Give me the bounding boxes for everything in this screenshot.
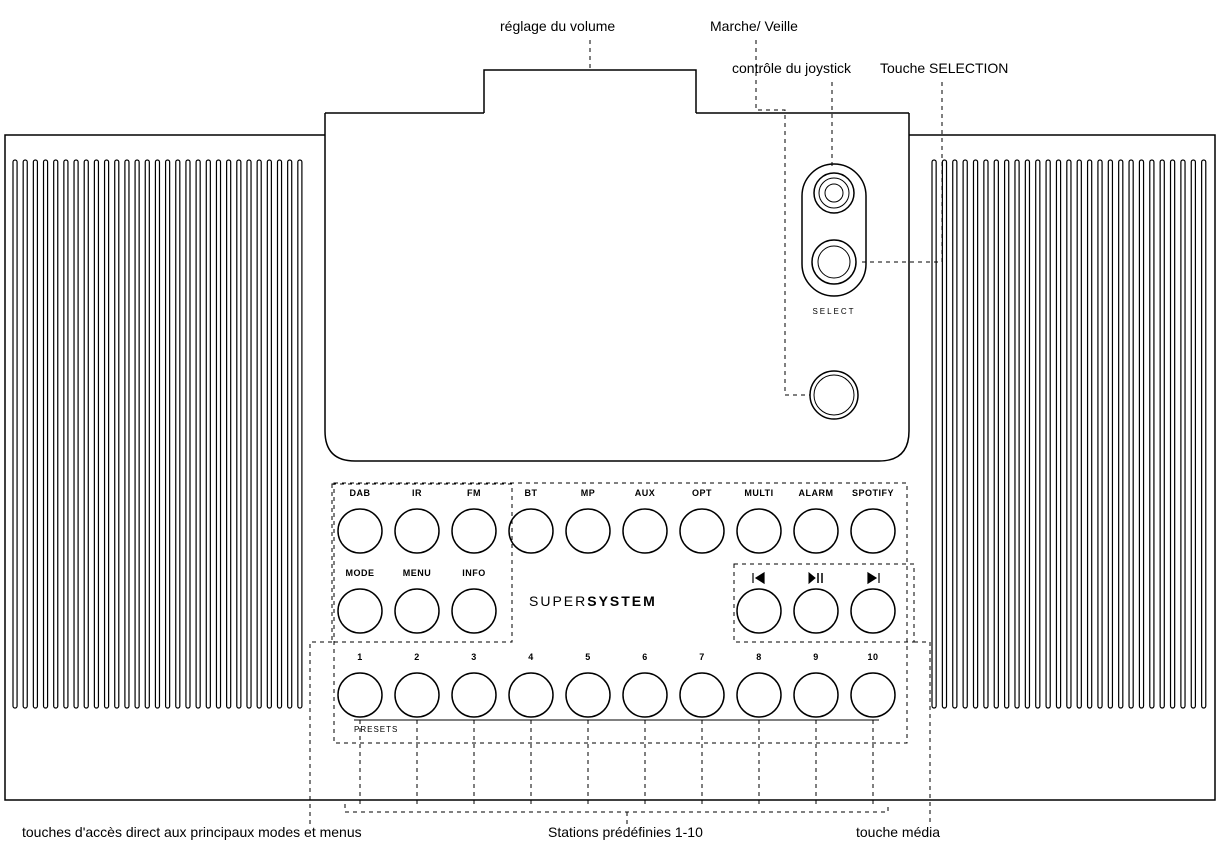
button-label: 3 [459, 652, 489, 662]
button-label: MP [561, 488, 615, 498]
button-label: BT [504, 488, 558, 498]
button-label: MENU [390, 568, 444, 578]
label-presets-callout: Stations prédéfinies 1-10 [548, 824, 703, 840]
button-label: 7 [687, 652, 717, 662]
select-label: SELECT [812, 307, 856, 316]
button-label: 10 [858, 652, 888, 662]
button-label: AUX [618, 488, 672, 498]
button-label: DAB [333, 488, 387, 498]
button-label: INFO [447, 568, 501, 578]
button-label: 1 [345, 652, 375, 662]
button-label: ALARM [789, 488, 843, 498]
button-label: 9 [801, 652, 831, 662]
brand-text: SUPERSYSTEM [529, 593, 657, 609]
button-label: SPOTIFY [846, 488, 900, 498]
button-label: 6 [630, 652, 660, 662]
button-label: MODE [333, 568, 387, 578]
button-label: 8 [744, 652, 774, 662]
label-selection: Touche SELECTION [880, 60, 1008, 76]
button-label: MULTI [732, 488, 786, 498]
diagram-svg [0, 0, 1219, 843]
presets-label: PRESETS [354, 725, 398, 734]
button-label: FM [447, 488, 501, 498]
button-label: 2 [402, 652, 432, 662]
label-media: touche média [856, 824, 940, 840]
button-label: 4 [516, 652, 546, 662]
button-label: 5 [573, 652, 603, 662]
label-standby: Marche/ Veille [710, 18, 798, 34]
label-direct: touches d'accès direct aux principaux mo… [22, 824, 362, 840]
label-joystick: contrôle du joystick [732, 60, 851, 76]
label-volume: réglage du volume [500, 18, 615, 34]
button-label: IR [390, 488, 444, 498]
button-label: OPT [675, 488, 729, 498]
